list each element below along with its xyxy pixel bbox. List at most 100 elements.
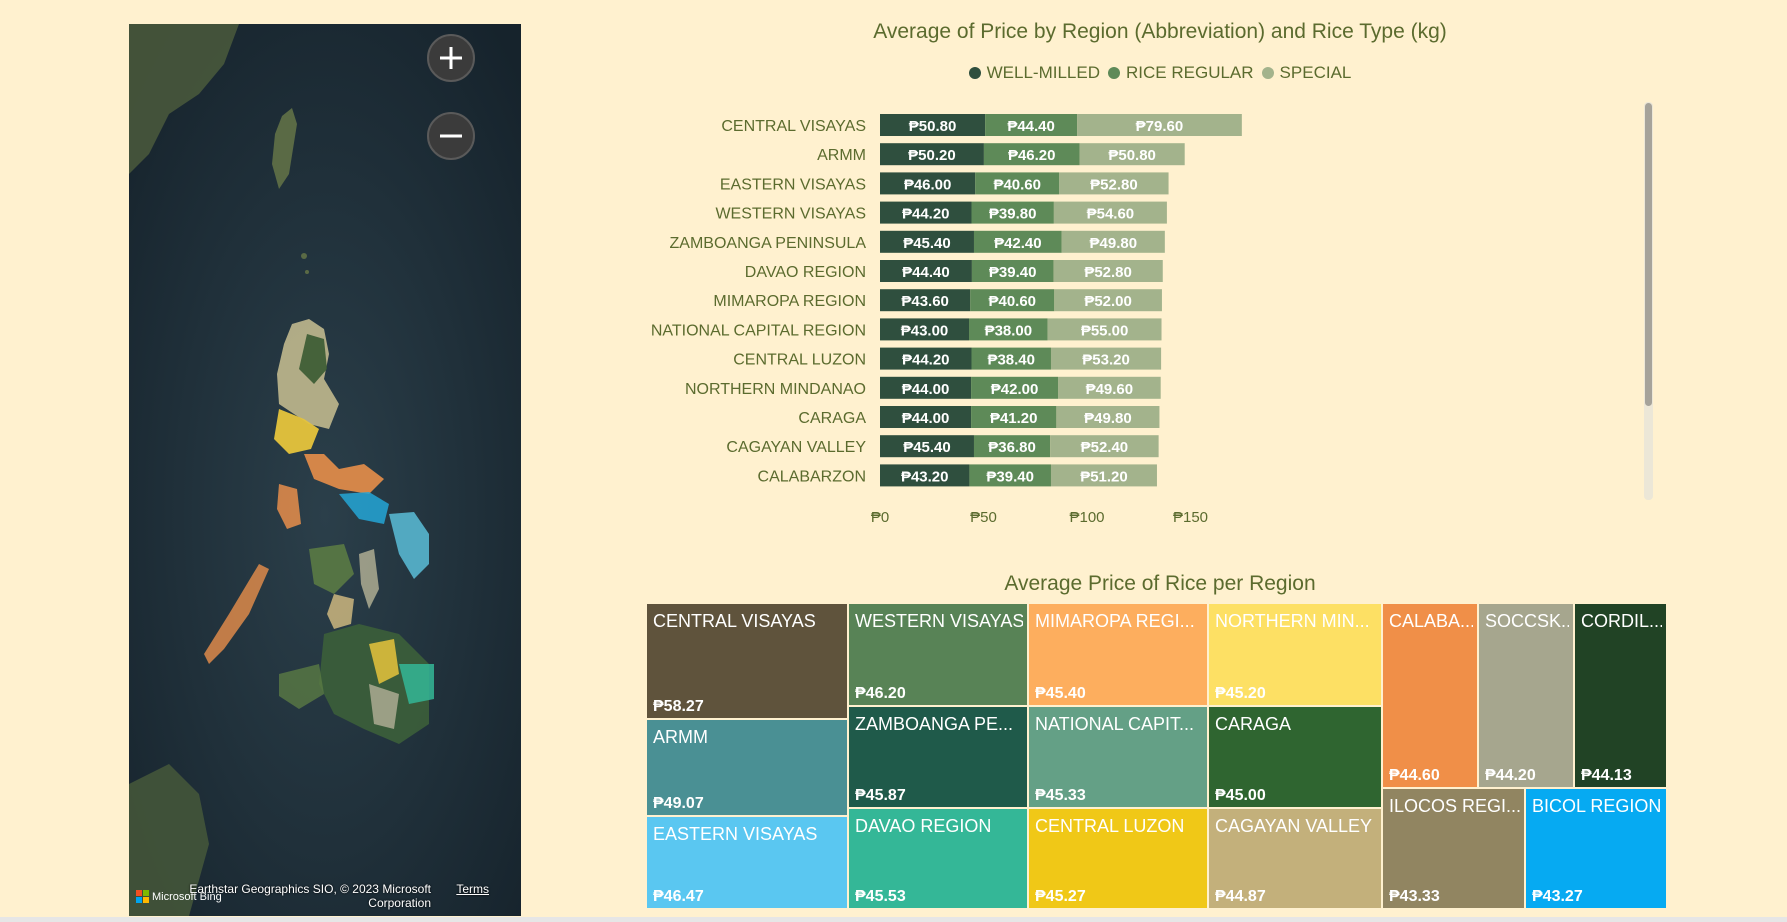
bar-data-label: ₱43.00 (901, 322, 949, 339)
bar-segment[interactable] (971, 260, 1054, 282)
bing-logo-text: Microsoft Bing (152, 890, 222, 903)
map-imagery (129, 24, 521, 916)
bar-data-label: ₱44.00 (902, 410, 950, 427)
bar-data-label: ₱52.00 (1084, 293, 1132, 310)
bar-segment[interactable] (985, 114, 1078, 136)
bar-segment[interactable] (971, 201, 1054, 224)
bar-data-label: ₱53.20 (1082, 352, 1130, 369)
category-label: CARAGA (798, 410, 866, 427)
bar-data-label: ₱45.40 (903, 439, 951, 456)
treemap-tile-value: ₱45.87 (855, 787, 906, 804)
bar-segment[interactable] (1050, 464, 1157, 487)
bar-segment[interactable] (880, 347, 972, 370)
bar-segment[interactable] (970, 289, 1055, 312)
treemap-tile-value: ₱45.20 (1215, 685, 1266, 702)
treemap-tile-label: BICOL REGION (1532, 796, 1662, 816)
bar-segment[interactable] (1061, 230, 1165, 253)
bar-segment[interactable] (969, 464, 1051, 487)
treemap-tile[interactable]: NORTHERN MIN... ₱45.20 (1209, 604, 1383, 707)
category-label: CENTRAL LUZON (733, 352, 866, 369)
treemap-tile[interactable]: NATIONAL CAPIT... ₱45.33 (1029, 707, 1209, 809)
bar-segment[interactable] (880, 318, 970, 341)
bar-data-label: ₱38.00 (985, 322, 1033, 339)
treemap-tile[interactable]: EASTERN VISAYAS ₱46.47 (647, 817, 849, 910)
bar-segment[interactable] (880, 376, 972, 399)
bar-segment[interactable] (1056, 406, 1160, 428)
bar-data-label: ₱44.40 (1007, 118, 1055, 135)
bar-segment[interactable] (971, 376, 1059, 399)
bar-segment[interactable] (1077, 114, 1242, 136)
bar-segment[interactable] (1058, 376, 1161, 399)
category-label: NATIONAL CAPITAL REGION (651, 322, 866, 339)
bar-segment[interactable] (973, 435, 1051, 458)
treemap-tile-value: ₱46.20 (855, 685, 906, 702)
treemap-tile[interactable]: CALABA... ₱44.60 (1383, 604, 1479, 789)
treemap-tile[interactable]: ILOCOS REGI... ₱43.33 (1383, 789, 1526, 910)
bar-data-label: ₱44.00 (902, 381, 950, 398)
x-tick-label: ₱150 (1173, 509, 1208, 526)
terms-link[interactable]: Terms (456, 882, 489, 896)
treemap-tile[interactable]: SOCCSK... ₱44.20 (1479, 604, 1575, 789)
treemap-tile-label: EASTERN VISAYAS (653, 824, 818, 844)
bar-segment[interactable] (880, 143, 984, 166)
chart-scrollbar-thumb[interactable] (1645, 103, 1652, 406)
category-label: NORTHERN MINDANAO (685, 381, 866, 398)
bar-segment[interactable] (1050, 435, 1159, 458)
treemap-tile-label: CENTRAL LUZON (1035, 816, 1185, 836)
x-tick-label: ₱0 (871, 509, 889, 526)
legend-item-well-milled[interactable]: WELL-MILLED (968, 63, 1100, 83)
bar-data-label: ₱44.20 (902, 352, 950, 369)
bar-data-label: ₱44.20 (902, 206, 950, 223)
bar-segment[interactable] (880, 289, 971, 312)
bar-segment[interactable] (880, 406, 972, 428)
treemap-tile[interactable]: ARMM ₱49.07 (647, 720, 849, 817)
bar-data-label: ₱49.80 (1090, 235, 1138, 252)
bar-segment[interactable] (983, 143, 1080, 166)
treemap-tile[interactable]: DAVAO REGION ₱45.53 (849, 809, 1029, 910)
region-map[interactable]: Microsoft Bing Earthstar Geographics SIO… (129, 24, 521, 916)
bar-segment[interactable] (1053, 201, 1167, 224)
bar-segment[interactable] (1053, 260, 1163, 282)
category-label: CAGAYAN VALLEY (726, 439, 866, 456)
bar-data-label: ₱46.20 (1008, 147, 1056, 164)
bar-segment[interactable] (1079, 143, 1185, 166)
bar-segment[interactable] (1059, 172, 1169, 195)
treemap-tile[interactable]: MIMAROPA REGI... ₱45.40 (1029, 604, 1209, 707)
treemap-title: Average Price of Rice per Region (1004, 572, 1316, 595)
zoom-out-button[interactable] (427, 112, 475, 160)
treemap-tile[interactable]: CENTRAL VISAYAS ₱58.27 (647, 604, 849, 720)
bar-segment[interactable] (880, 435, 974, 458)
bar-segment[interactable] (971, 347, 1051, 370)
treemap-tile-label: MIMAROPA REGI... (1035, 611, 1195, 631)
treemap-tile[interactable]: CAGAYAN VALLEY ₱44.87 (1209, 809, 1383, 910)
bar-data-label: ₱43.60 (901, 293, 949, 310)
bar-segment[interactable] (975, 172, 1060, 195)
bing-logo: Microsoft Bing (136, 890, 222, 903)
zoom-in-button[interactable] (427, 34, 475, 82)
treemap-tile[interactable]: WESTERN VISAYAS ₱46.20 (849, 604, 1029, 707)
treemap-tile[interactable]: CARAGA ₱45.00 (1209, 707, 1383, 809)
bar-segment[interactable] (880, 201, 972, 224)
bar-segment[interactable] (880, 464, 970, 487)
legend-item-special[interactable]: SPECIAL (1261, 63, 1351, 83)
bar-data-label: ₱52.80 (1084, 264, 1132, 281)
bar-segment[interactable] (1047, 318, 1162, 341)
bar-segment[interactable] (971, 406, 1057, 428)
treemap-tile[interactable]: CENTRAL LUZON ₱45.27 (1029, 809, 1209, 910)
legend-dot (1108, 67, 1121, 79)
bar-segment[interactable] (880, 114, 986, 136)
bar-data-label: ₱79.60 (1136, 118, 1184, 135)
bar-segment[interactable] (880, 260, 972, 282)
bar-segment[interactable] (969, 318, 1048, 341)
treemap-tile[interactable]: ZAMBOANGA PE... ₱45.87 (849, 707, 1029, 809)
bar-segment[interactable] (973, 230, 1062, 253)
treemap-tile[interactable]: BICOL REGION ₱43.27 (1526, 789, 1668, 910)
bar-segment[interactable] (1054, 289, 1162, 312)
treemap-tile[interactable]: CORDIL... ₱44.13 (1575, 604, 1668, 789)
legend-item-rice-regular[interactable]: RICE REGULAR (1108, 63, 1254, 83)
bar-segment[interactable] (1050, 347, 1162, 370)
treemap-tile-value: ₱45.40 (1035, 685, 1086, 702)
bar-segment[interactable] (880, 230, 974, 253)
bar-segment[interactable] (880, 172, 976, 195)
bar-data-label: ₱39.40 (986, 468, 1034, 485)
